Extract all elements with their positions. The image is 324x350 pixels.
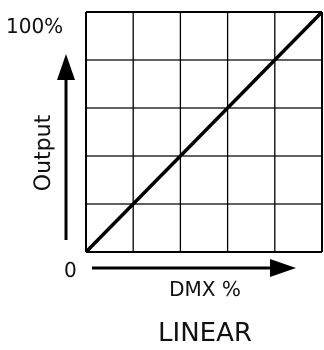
chart-axes [57, 54, 296, 277]
x-axis-arrow-head [270, 259, 296, 277]
x-axis-label: DMX % [169, 277, 241, 301]
y-max-label: 100% [6, 14, 63, 38]
origin-label: 0 [64, 258, 77, 282]
linear-curve-line [84, 10, 324, 254]
y-axis-arrow-head [57, 54, 75, 80]
chart-series [84, 10, 324, 254]
chart-grid [85, 11, 323, 253]
chart-title: LINEAR [158, 318, 252, 348]
y-axis-label: Output [31, 114, 56, 191]
